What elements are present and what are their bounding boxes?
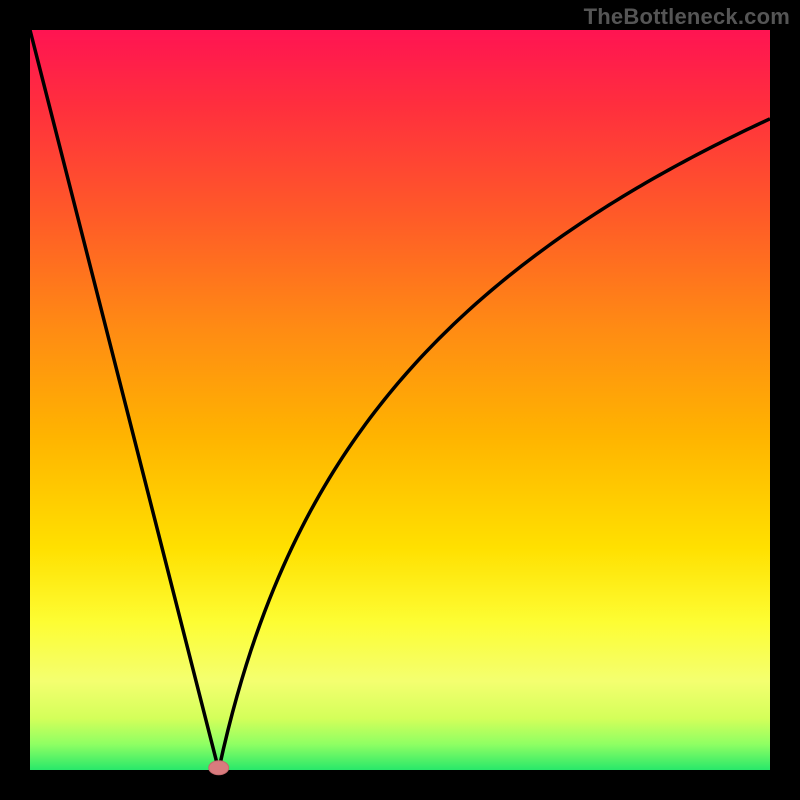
chart-frame: TheBottleneck.com bbox=[0, 0, 800, 800]
watermark-text: TheBottleneck.com bbox=[584, 4, 790, 30]
heat-gradient bbox=[30, 30, 770, 770]
bottleneck-chart bbox=[0, 0, 800, 800]
optimum-marker bbox=[209, 761, 229, 775]
